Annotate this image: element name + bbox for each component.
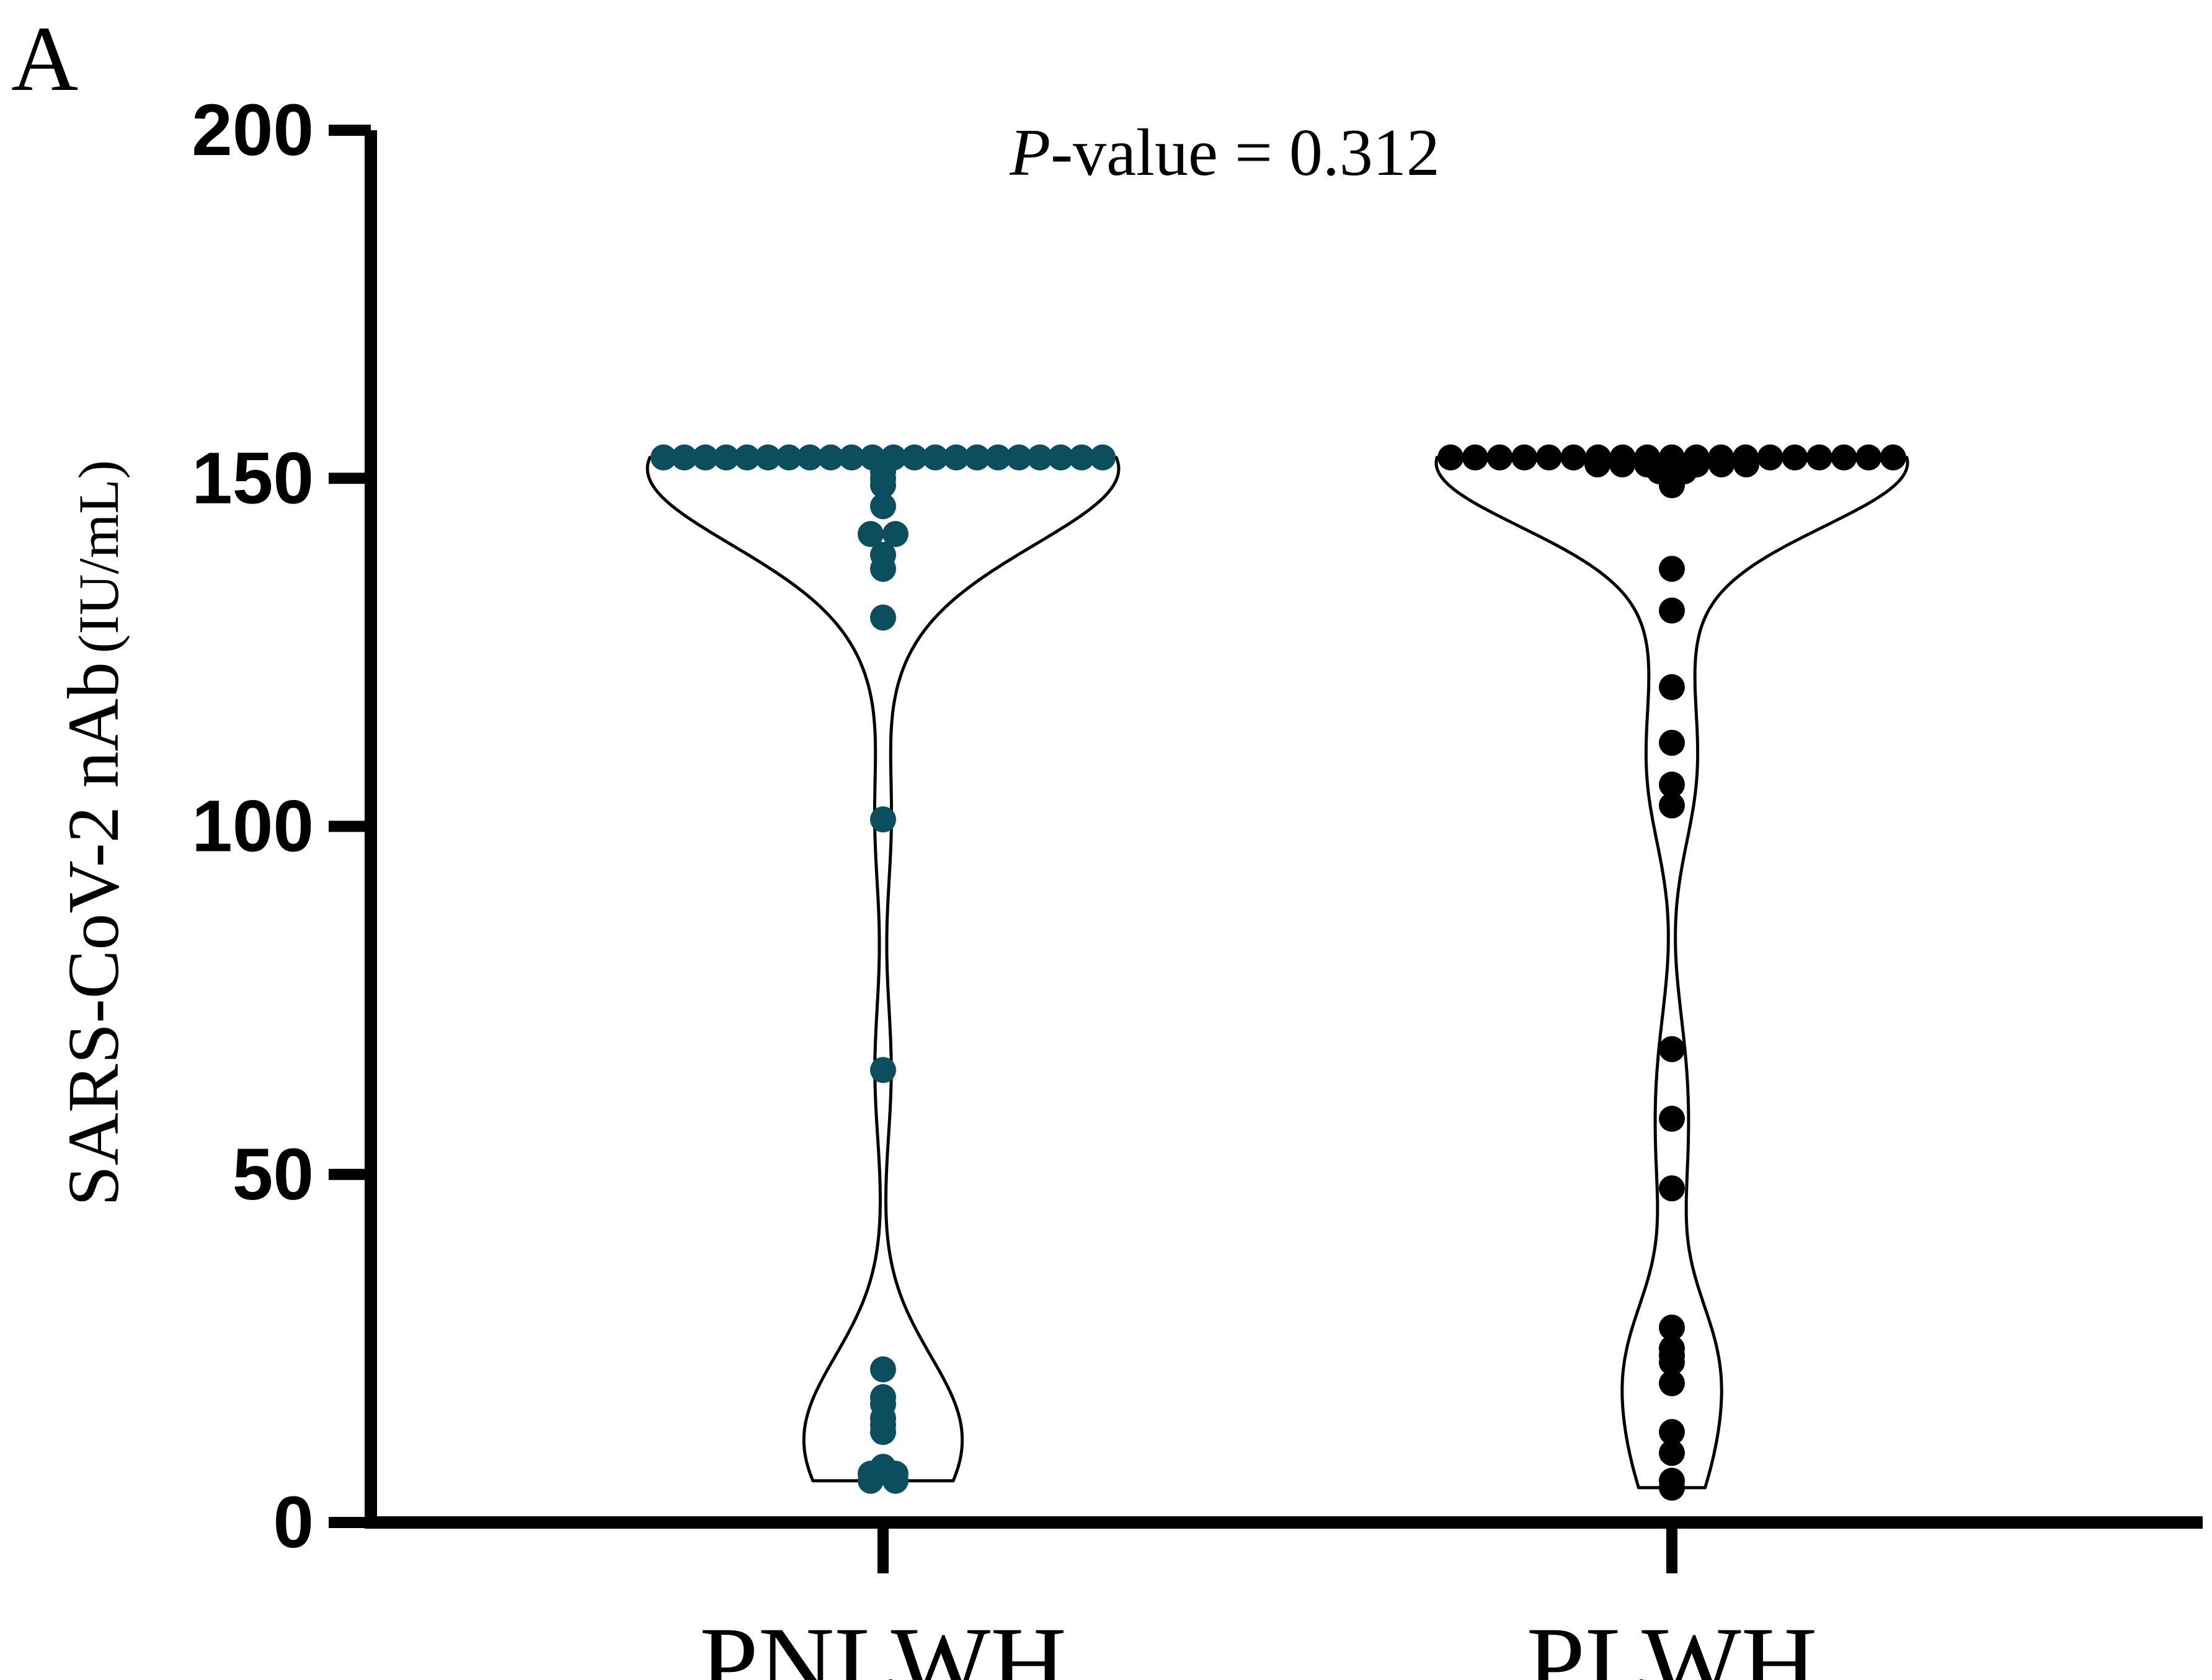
data-point-plwh xyxy=(1659,1314,1685,1341)
data-point-pnlwh xyxy=(922,444,949,471)
data-point-pnlwh xyxy=(776,444,802,471)
data-point-pnlwh xyxy=(870,604,896,631)
y-axis-label: SARS-CoV-2 nAb (IU/mL) xyxy=(53,460,134,1206)
x-tick-label: PNLWH xyxy=(700,1606,1067,1680)
data-point-plwh xyxy=(1486,444,1513,471)
data-point-plwh xyxy=(1659,792,1685,819)
data-point-plwh xyxy=(1782,444,1808,471)
y-tick-label: 200 xyxy=(192,89,314,171)
data-point-plwh xyxy=(1585,444,1612,471)
data-point-plwh xyxy=(1535,444,1562,471)
data-point-pnlwh xyxy=(870,493,896,520)
y-tick-label: 150 xyxy=(192,437,314,519)
data-point-plwh xyxy=(1831,444,1857,471)
data-point-pnlwh xyxy=(671,444,698,471)
data-point-plwh xyxy=(1659,771,1685,798)
data-point-plwh xyxy=(1634,444,1661,471)
data-point-plwh xyxy=(1659,1335,1685,1362)
data-point-plwh xyxy=(1880,444,1906,471)
data-point-pnlwh xyxy=(880,444,907,471)
data-point-pnlwh xyxy=(870,1356,896,1383)
data-point-pnlwh xyxy=(734,444,760,471)
data-point-plwh xyxy=(1659,1370,1685,1397)
data-point-pnlwh xyxy=(901,444,928,471)
data-point-pnlwh xyxy=(859,444,886,471)
data-point-plwh xyxy=(1683,444,1710,471)
data-point-plwh xyxy=(1462,444,1488,471)
data-point-plwh xyxy=(1708,444,1735,471)
y-axis-label-unit: (IU/mL) xyxy=(67,460,130,654)
data-point-plwh xyxy=(1855,444,1882,471)
violins xyxy=(646,456,1909,1490)
data-point-plwh xyxy=(1659,1419,1685,1446)
violin-pnlwh xyxy=(646,456,1121,1483)
data-point-pnlwh xyxy=(797,444,823,471)
data-point-pnlwh xyxy=(838,444,865,471)
data-point-pnlwh xyxy=(870,806,896,833)
data-point-pnlwh xyxy=(870,541,896,568)
data-point-plwh xyxy=(1659,597,1685,624)
data-point-plwh xyxy=(1732,444,1759,471)
panel-label: A xyxy=(11,7,78,110)
data-point-plwh xyxy=(1659,444,1685,471)
data-point-pnlwh xyxy=(650,444,677,471)
data-point-plwh xyxy=(1806,444,1832,471)
data-point-plwh xyxy=(1659,1467,1685,1494)
data-point-pnlwh xyxy=(1047,444,1074,471)
data-points xyxy=(650,444,1906,1501)
violin-plwh xyxy=(1434,456,1909,1490)
data-point-pnlwh xyxy=(870,1454,896,1480)
axes: 0 50 100 150 200 PNLWH PLWH xyxy=(192,89,2203,1680)
data-point-plwh xyxy=(1609,444,1636,471)
data-point-plwh xyxy=(1659,1106,1685,1132)
data-point-pnlwh xyxy=(1068,444,1095,471)
data-point-pnlwh xyxy=(943,444,969,471)
data-point-plwh xyxy=(1659,1439,1685,1466)
y-tick-label: 0 xyxy=(273,1482,314,1563)
data-point-pnlwh xyxy=(713,444,740,471)
data-point-plwh xyxy=(1659,1036,1685,1062)
data-point-plwh xyxy=(1437,444,1464,471)
p-value-italic: P xyxy=(1009,116,1050,190)
data-point-plwh xyxy=(1659,729,1685,756)
data-point-pnlwh xyxy=(692,444,719,471)
y-tick-label: 50 xyxy=(233,1134,314,1216)
data-point-plwh xyxy=(1511,444,1538,471)
data-point-plwh xyxy=(1659,556,1685,582)
y-tick-label: 100 xyxy=(192,786,314,868)
data-point-plwh xyxy=(1757,444,1783,471)
data-point-pnlwh xyxy=(870,1384,896,1410)
data-point-pnlwh xyxy=(870,1057,896,1083)
y-axis-label-main: SARS-CoV-2 nAb xyxy=(53,662,134,1206)
data-point-plwh xyxy=(1659,1175,1685,1202)
x-tick-label: PLWH xyxy=(1527,1606,1818,1680)
data-point-pnlwh xyxy=(964,444,990,471)
data-point-pnlwh xyxy=(755,444,781,471)
data-point-plwh xyxy=(1560,444,1587,471)
p-value-rest: -value = 0.312 xyxy=(1050,116,1440,190)
data-point-plwh xyxy=(1659,674,1685,700)
data-point-pnlwh xyxy=(858,521,884,548)
data-point-pnlwh xyxy=(985,444,1011,471)
data-point-pnlwh xyxy=(817,444,844,471)
data-point-pnlwh xyxy=(1090,444,1116,471)
data-point-pnlwh xyxy=(1026,444,1053,471)
data-point-pnlwh xyxy=(1006,444,1033,471)
p-value-annotation: P-value = 0.312 xyxy=(1009,116,1440,190)
data-point-pnlwh xyxy=(882,521,908,548)
